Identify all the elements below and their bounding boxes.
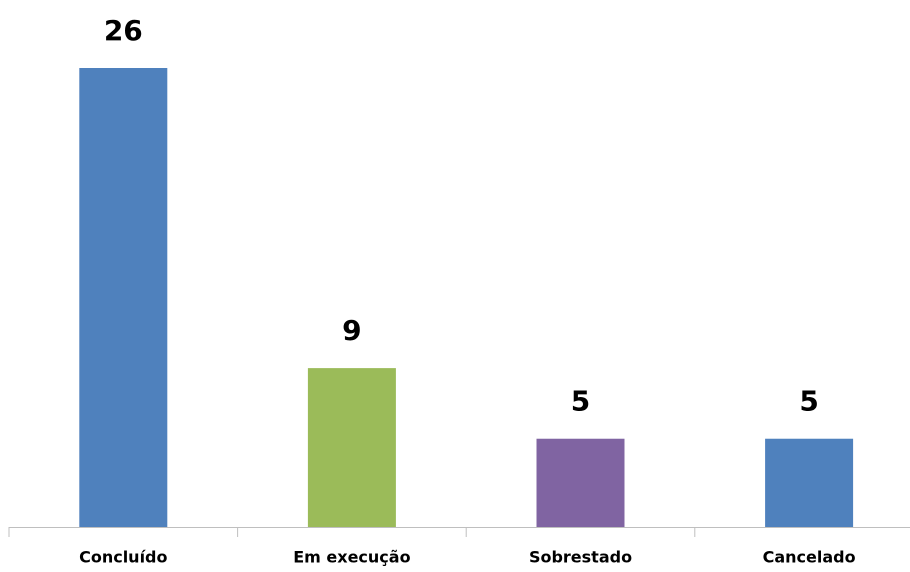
bar: [79, 68, 168, 527]
x-tick-label: Em execução: [293, 548, 410, 567]
value-label: 5: [571, 385, 590, 418]
x-tick-label: Concluído: [79, 548, 167, 567]
x-tick-label: Cancelado: [763, 548, 856, 567]
value-label: 9: [342, 314, 361, 347]
value-label: 26: [104, 14, 143, 47]
bar: [536, 438, 625, 527]
bar: [307, 368, 396, 527]
bar: [765, 438, 854, 527]
x-tick-label: Sobrestado: [529, 548, 632, 567]
value-label: 5: [799, 385, 818, 418]
